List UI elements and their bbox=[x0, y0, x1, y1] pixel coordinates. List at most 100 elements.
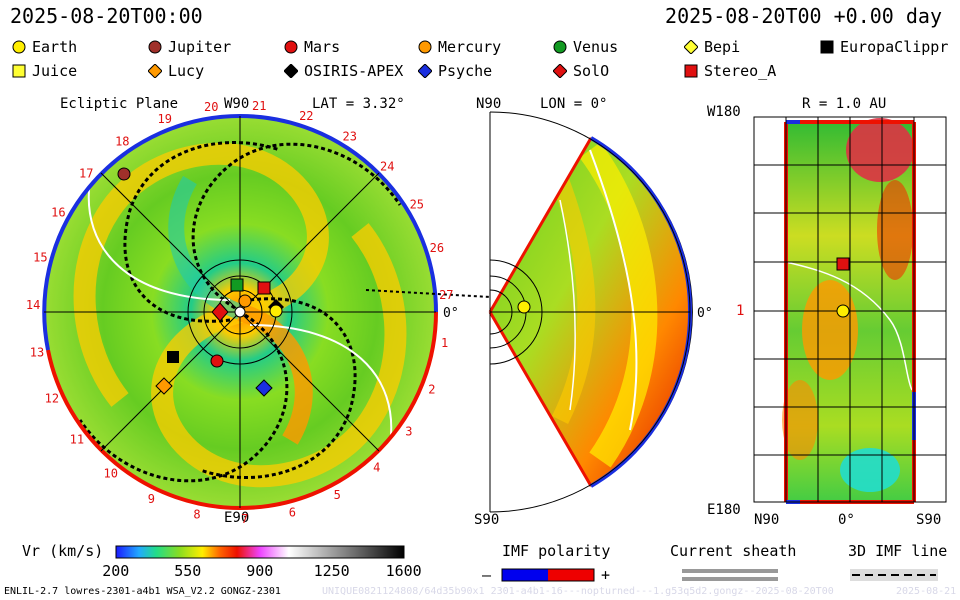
europaclippr-symbol-icon bbox=[820, 40, 834, 54]
current-sheath-label: Current sheath bbox=[670, 542, 797, 560]
earth-symbol-icon bbox=[12, 40, 26, 54]
radial-map-n90: N90 bbox=[754, 512, 780, 528]
europa-clipper-marker bbox=[167, 351, 179, 363]
mars-marker bbox=[210, 354, 224, 368]
legend-label: Venus bbox=[573, 38, 619, 56]
legend-item-earth: Earth bbox=[12, 38, 77, 56]
mercury-marker bbox=[238, 294, 252, 308]
legend-label: SolO bbox=[573, 62, 610, 80]
carrington-tick: 26 bbox=[430, 241, 444, 255]
legend-label: Mars bbox=[304, 38, 341, 56]
legend-label: Mercury bbox=[438, 38, 502, 56]
carrington-tick: 22 bbox=[299, 109, 313, 123]
legend-item-mars: Mars bbox=[284, 38, 340, 56]
legend-item-jupiter: Jupiter bbox=[148, 38, 231, 56]
carrington-tick: 27 bbox=[439, 288, 453, 302]
carrington-tick: 25 bbox=[410, 197, 424, 211]
psyche-symbol-icon bbox=[418, 64, 432, 78]
run-id: UNIQUE0821124808/64d35b90x1 2301-a4b1-16… bbox=[322, 586, 834, 597]
colorbar-label: Vr (km/s) bbox=[22, 542, 104, 560]
radial-map-title: R = 1.0 AU bbox=[802, 96, 887, 112]
radial-map-0: 0° bbox=[838, 512, 855, 528]
legend-item-psyche: Psyche bbox=[418, 62, 492, 80]
stereo-a-symbol-icon bbox=[684, 64, 698, 78]
lon-label: LON = 0° bbox=[540, 96, 608, 112]
carrington-tick: 18 bbox=[115, 135, 129, 149]
stereo-a-map-marker bbox=[836, 257, 850, 271]
legend-label: EuropaClippr bbox=[840, 38, 949, 56]
osiris-apex-symbol-icon bbox=[284, 64, 298, 78]
carrington-tick: 13 bbox=[30, 346, 44, 360]
psyche-marker bbox=[255, 379, 273, 397]
legend-item-lucy: Lucy bbox=[148, 62, 204, 80]
carrington-tick: 5 bbox=[334, 488, 341, 502]
ecliptic-markers bbox=[117, 167, 284, 397]
colorbar-tick: 1250 bbox=[313, 562, 350, 580]
carrington-tick: 19 bbox=[157, 112, 171, 126]
colorbar-tick: 900 bbox=[246, 562, 274, 580]
ecliptic-right-axis: 0° bbox=[443, 306, 459, 321]
juice-marker bbox=[230, 278, 244, 292]
legend-label: Psyche bbox=[438, 62, 493, 80]
ecliptic-plane-disk bbox=[42, 114, 491, 511]
colorbar-tick: 550 bbox=[174, 562, 202, 580]
carrington-tick: 6 bbox=[289, 505, 296, 519]
lat-label: LAT = 3.32° bbox=[312, 96, 405, 112]
bepi-symbol-icon bbox=[684, 40, 698, 54]
legend-label: Jupiter bbox=[168, 38, 232, 56]
carrington-tick: 4 bbox=[373, 460, 380, 474]
carrington-tick: 11 bbox=[70, 432, 84, 446]
solo-marker bbox=[211, 302, 229, 322]
carrington-tick: 14 bbox=[26, 298, 40, 312]
legend-label: Stereo_A bbox=[704, 62, 777, 80]
venus-symbol-icon bbox=[553, 40, 567, 54]
stereo-a-marker bbox=[257, 281, 271, 295]
jupiter-symbol-icon bbox=[148, 40, 162, 54]
radial-map-top-left: W180 bbox=[707, 104, 741, 120]
legend-label: Bepi bbox=[704, 38, 741, 56]
timestamp-right: 2025-08-20T00 +0.00 day bbox=[665, 4, 942, 28]
meridional-bottom-axis: S90 bbox=[474, 512, 500, 528]
legend-item-venus: Venus bbox=[553, 38, 618, 56]
carrington-tick: 8 bbox=[193, 508, 200, 522]
meridional-top-axis: N90 bbox=[476, 96, 502, 112]
earth-marker bbox=[269, 304, 283, 318]
imf-positive-bar bbox=[548, 569, 594, 581]
juice-symbol-icon bbox=[12, 64, 26, 78]
carrington-tick: 17 bbox=[79, 167, 93, 181]
radial-latlon-map bbox=[753, 116, 947, 504]
carrington-tick: 12 bbox=[45, 391, 59, 405]
vr-colorbar bbox=[115, 545, 405, 559]
colorbar-tick: 1600 bbox=[385, 562, 422, 580]
carrington-tick: 20 bbox=[204, 100, 218, 114]
radial-map-bottom-left: E180 bbox=[707, 502, 741, 518]
legend-label: OSIRIS-APEX bbox=[304, 62, 404, 80]
earth-map-marker bbox=[836, 304, 850, 318]
ecliptic-plane-label: Ecliptic Plane bbox=[60, 96, 179, 112]
carrington-tick: 16 bbox=[51, 206, 65, 220]
imf-line-swatch bbox=[850, 569, 938, 581]
imf-plus-sign: + bbox=[601, 566, 611, 584]
carrington-tick: 7 bbox=[241, 512, 248, 526]
carrington-tick: 23 bbox=[342, 130, 356, 144]
lucy-marker bbox=[155, 377, 173, 395]
carrington-tick: 3 bbox=[405, 425, 412, 439]
legend-item-stereo-a: Stereo_A bbox=[684, 62, 776, 80]
model-info: ENLIL-2.7 lowres-2301-a4b1 WSA_V2.2 GONG… bbox=[4, 586, 281, 597]
carrington-tick-labels: 20 21222324252627123456789101112131415161… bbox=[26, 99, 454, 526]
carrington-tick: 10 bbox=[103, 467, 117, 481]
carrington-tick: 21 bbox=[252, 99, 266, 113]
meridional-plane bbox=[488, 111, 693, 513]
legend-label: Earth bbox=[32, 38, 78, 56]
imf-negative-bar bbox=[502, 569, 548, 581]
ecliptic-top-axis: W90 bbox=[224, 96, 250, 112]
imf-line-label: 3D IMF line bbox=[848, 542, 948, 560]
radial-map-mid-left: 1 bbox=[736, 303, 745, 319]
legend-label: Juice bbox=[32, 62, 78, 80]
carrington-tick: 9 bbox=[148, 492, 155, 506]
carrington-tick: 1 bbox=[441, 336, 448, 350]
carrington-tick: 15 bbox=[33, 250, 47, 264]
meridional-right-axis: 0° bbox=[697, 306, 713, 321]
legend-item-osiris-apex: OSIRIS-APEX bbox=[284, 62, 403, 80]
